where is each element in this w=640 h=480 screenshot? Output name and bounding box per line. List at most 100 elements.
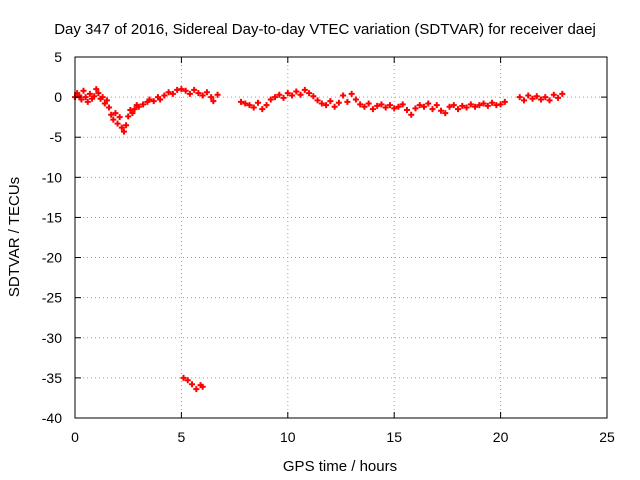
data-point [123, 122, 130, 129]
data-point [310, 93, 317, 100]
data-point [399, 101, 406, 108]
data-point [208, 94, 215, 101]
data-point [110, 116, 117, 123]
data-point [433, 102, 440, 109]
data-point [195, 90, 202, 97]
data-point [297, 91, 304, 98]
data-point [210, 98, 217, 105]
data-point [516, 94, 523, 101]
data-point [112, 110, 119, 117]
data-point [525, 92, 532, 99]
data-point [129, 110, 136, 117]
data-point [78, 96, 85, 103]
data-point [348, 90, 355, 97]
data-point [140, 101, 147, 108]
data-point [446, 103, 453, 110]
data-point [442, 110, 449, 117]
data-point [497, 101, 504, 108]
data-point [455, 106, 462, 113]
data-point [289, 92, 296, 99]
data-point [293, 88, 300, 95]
data-point [237, 98, 244, 105]
data-point [340, 92, 347, 99]
data-point [438, 107, 445, 114]
data-point [267, 96, 274, 103]
y-tick-labels: 5 0 -5 -10 -15 -20 -25 -30 -35 -40 [42, 49, 62, 426]
data-point [135, 103, 142, 110]
data-point [186, 90, 193, 97]
x-axis-label: GPS time / hours [283, 458, 397, 475]
data-point [250, 104, 257, 111]
data-point [546, 97, 553, 104]
y-tick-label: -35 [42, 370, 62, 386]
data-point [284, 90, 291, 97]
data-point [386, 102, 393, 109]
data-point [178, 86, 185, 93]
data-point [555, 94, 562, 101]
y-axis-label: SDTVAR / TECUs [6, 177, 23, 297]
data-point [378, 101, 385, 108]
data-point [118, 124, 125, 131]
data-point [203, 89, 210, 96]
data-point [533, 93, 540, 100]
data-point [472, 103, 479, 110]
data-point [352, 96, 359, 103]
data-point [80, 87, 87, 94]
data-point [146, 96, 153, 103]
data-point [480, 100, 487, 107]
data-point [106, 104, 113, 111]
plot-frame [74, 56, 608, 419]
data-point [91, 93, 98, 100]
axis-ticks [74, 56, 608, 419]
data-point [306, 90, 313, 97]
data-point [403, 106, 410, 113]
data-point [416, 102, 423, 109]
data-point [263, 102, 270, 109]
data-point [382, 104, 389, 111]
data-point [161, 92, 168, 99]
x-tick-label: 20 [493, 429, 509, 445]
data-point [476, 102, 483, 109]
data-point [335, 99, 342, 106]
data-point [214, 91, 221, 98]
data-point [484, 102, 491, 109]
data-point [255, 99, 262, 106]
data-point [331, 103, 338, 110]
data-point [193, 386, 200, 393]
data-point [182, 87, 189, 94]
data-point [99, 94, 106, 101]
data-point [501, 98, 508, 105]
data-point [420, 103, 427, 110]
data-point [242, 100, 249, 107]
data-point [301, 86, 308, 93]
data-point [550, 91, 557, 98]
data-point [157, 96, 164, 103]
data-point [327, 98, 334, 105]
data-point [150, 98, 157, 105]
data-point [429, 106, 436, 113]
y-tick-label: -15 [42, 209, 62, 225]
x-tick-label: 5 [178, 429, 186, 445]
data-point [361, 103, 368, 110]
y-tick-label: -30 [42, 330, 62, 346]
data-point [459, 102, 466, 109]
data-point [191, 86, 198, 93]
y-tick-label: -20 [42, 250, 62, 266]
data-point [323, 102, 330, 109]
x-tick-label: 0 [71, 429, 79, 445]
data-point [357, 101, 364, 108]
data-point [93, 86, 100, 93]
data-point [412, 105, 419, 112]
data-point [86, 90, 93, 97]
data-point [521, 97, 528, 104]
data-point [246, 102, 253, 109]
data-point [120, 128, 127, 135]
data-point [95, 90, 102, 97]
data-point [82, 94, 89, 101]
data-point [314, 97, 321, 104]
data-point [542, 94, 549, 101]
data-point [125, 113, 132, 120]
data-point [408, 111, 415, 118]
data-point [344, 98, 351, 105]
